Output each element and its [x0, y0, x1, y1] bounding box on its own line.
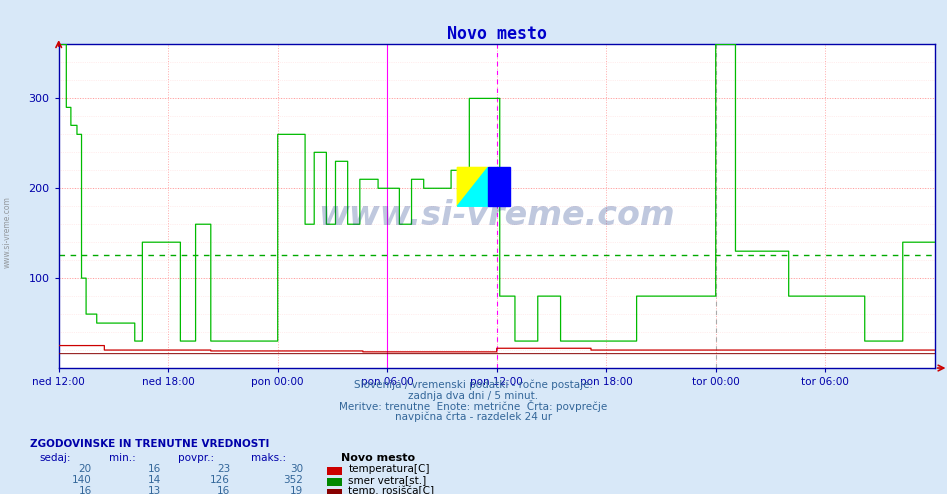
Text: 20: 20: [79, 464, 92, 474]
Bar: [488, 167, 509, 206]
Text: Meritve: trenutne  Enote: metrične  Črta: povprečje: Meritve: trenutne Enote: metrične Črta: …: [339, 400, 608, 412]
Text: 14: 14: [148, 475, 161, 485]
Text: 140: 140: [72, 475, 92, 485]
Text: sedaj:: sedaj:: [40, 453, 71, 463]
Text: povpr.:: povpr.:: [178, 453, 214, 463]
Text: Novo mesto: Novo mesto: [341, 453, 415, 463]
Text: 13: 13: [148, 486, 161, 494]
Text: 19: 19: [290, 486, 303, 494]
Text: temp. rosišča[C]: temp. rosišča[C]: [348, 485, 435, 494]
Text: Slovenija / vremenski podatki - ročne postaje.: Slovenija / vremenski podatki - ročne po…: [354, 379, 593, 390]
Text: www.si-vreme.com: www.si-vreme.com: [3, 196, 12, 268]
Text: 23: 23: [217, 464, 230, 474]
Text: 16: 16: [148, 464, 161, 474]
Polygon shape: [457, 167, 488, 206]
Text: temperatura[C]: temperatura[C]: [348, 464, 430, 474]
Text: 126: 126: [210, 475, 230, 485]
Polygon shape: [457, 167, 488, 206]
Text: min.:: min.:: [109, 453, 135, 463]
Text: zadnja dva dni / 5 minut.: zadnja dva dni / 5 minut.: [408, 391, 539, 401]
Text: 352: 352: [283, 475, 303, 485]
Text: www.si-vreme.com: www.si-vreme.com: [318, 200, 675, 233]
Text: maks.:: maks.:: [251, 453, 286, 463]
Text: 16: 16: [217, 486, 230, 494]
Title: Novo mesto: Novo mesto: [447, 25, 546, 43]
Text: 16: 16: [79, 486, 92, 494]
Text: navpična črta - razdelek 24 ur: navpična črta - razdelek 24 ur: [395, 412, 552, 422]
Text: smer vetra[st.]: smer vetra[st.]: [348, 475, 427, 485]
Text: 30: 30: [290, 464, 303, 474]
Text: ZGODOVINSKE IN TRENUTNE VREDNOSTI: ZGODOVINSKE IN TRENUTNE VREDNOSTI: [30, 439, 270, 449]
